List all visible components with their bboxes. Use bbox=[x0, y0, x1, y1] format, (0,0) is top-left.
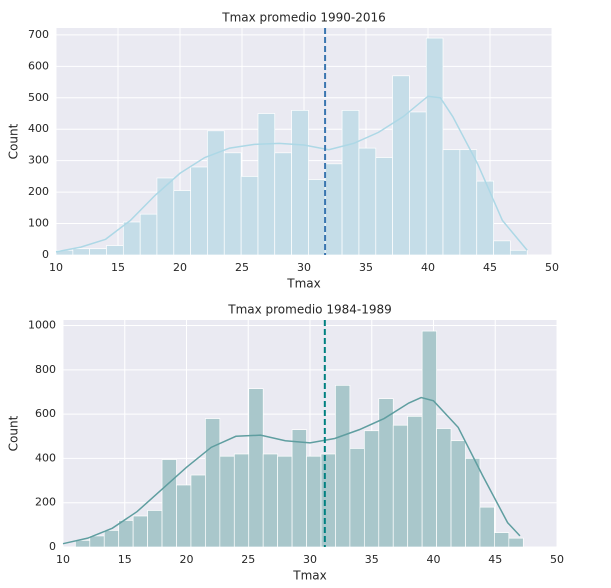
bar bbox=[421, 330, 437, 548]
x-tick-label: 15 bbox=[111, 261, 125, 274]
bar bbox=[425, 37, 444, 256]
bar bbox=[378, 398, 394, 548]
y-tick-label: 700 bbox=[28, 28, 49, 41]
bar bbox=[161, 459, 177, 548]
x-tick-label: 25 bbox=[235, 261, 249, 274]
x-tick-label: 35 bbox=[365, 553, 379, 566]
x-tick-label: 20 bbox=[173, 261, 187, 274]
bar bbox=[118, 520, 134, 548]
bar bbox=[173, 190, 192, 256]
y-axis-label: Count bbox=[7, 415, 21, 451]
bar bbox=[72, 248, 90, 256]
bar bbox=[74, 540, 91, 548]
bar bbox=[335, 384, 351, 548]
x-tick-label: 30 bbox=[303, 553, 317, 566]
x-tick-label: 50 bbox=[550, 553, 564, 566]
y-tick-label: 200 bbox=[35, 496, 56, 509]
bar bbox=[291, 429, 307, 548]
bar bbox=[320, 453, 336, 548]
bar bbox=[205, 418, 221, 548]
bar bbox=[122, 221, 141, 256]
bar bbox=[257, 113, 276, 256]
y-tick-label: 600 bbox=[28, 59, 49, 72]
bar bbox=[291, 110, 309, 256]
bar bbox=[274, 152, 292, 256]
x-tick-label: 50 bbox=[545, 261, 559, 274]
bar bbox=[324, 163, 343, 256]
bar bbox=[156, 177, 175, 256]
x-tick-label: 20 bbox=[180, 553, 194, 566]
bar bbox=[493, 240, 511, 256]
bar bbox=[190, 166, 208, 256]
chart-title: Tmax promedio 1990-2016 bbox=[221, 11, 386, 25]
bar bbox=[89, 535, 105, 548]
bar bbox=[508, 537, 524, 548]
bar bbox=[233, 453, 250, 548]
y-tick-label: 1000 bbox=[28, 319, 56, 332]
x-tick-label: 45 bbox=[488, 553, 502, 566]
bar bbox=[223, 152, 242, 256]
kde-line bbox=[62, 396, 521, 545]
bar bbox=[494, 532, 510, 548]
x-tick-label: 40 bbox=[427, 553, 441, 566]
bar bbox=[240, 176, 259, 256]
bar bbox=[219, 455, 235, 548]
bar bbox=[476, 180, 494, 256]
bar bbox=[176, 484, 192, 548]
bar bbox=[358, 147, 377, 256]
bar bbox=[465, 458, 481, 548]
bar bbox=[132, 515, 148, 548]
y-tick-label: 400 bbox=[28, 122, 49, 135]
bar bbox=[363, 430, 380, 548]
x-tick-label: 25 bbox=[241, 553, 255, 566]
x-tick-label: 45 bbox=[483, 261, 497, 274]
y-axis-label: Count bbox=[7, 123, 21, 159]
x-tick-label: 40 bbox=[421, 261, 435, 274]
bar bbox=[459, 149, 478, 256]
y-tick-label: 100 bbox=[28, 217, 49, 230]
bar bbox=[407, 415, 423, 548]
y-tick-label: 200 bbox=[28, 185, 49, 198]
bar bbox=[103, 530, 120, 548]
bar bbox=[207, 130, 225, 256]
bar bbox=[436, 428, 452, 548]
y-tick-label: 0 bbox=[49, 540, 56, 553]
bar bbox=[349, 448, 365, 548]
bar bbox=[341, 110, 360, 256]
bar bbox=[106, 245, 124, 256]
bar bbox=[392, 424, 409, 548]
bar bbox=[306, 455, 322, 548]
bar bbox=[509, 249, 528, 256]
x-tick-label: 15 bbox=[118, 553, 132, 566]
bar bbox=[308, 179, 326, 256]
bar bbox=[409, 111, 427, 256]
x-axis-label: Tmax bbox=[286, 277, 320, 291]
bar bbox=[375, 157, 393, 256]
bar bbox=[442, 149, 461, 256]
kde-line bbox=[55, 95, 528, 253]
bar bbox=[190, 474, 206, 548]
x-tick-label: 30 bbox=[297, 261, 311, 274]
x-tick-label: 10 bbox=[56, 553, 70, 566]
bar bbox=[89, 248, 107, 256]
bar bbox=[277, 455, 293, 548]
y-tick-label: 300 bbox=[28, 154, 49, 167]
x-tick-label: 10 bbox=[49, 261, 63, 274]
bar bbox=[450, 440, 466, 548]
y-tick-label: 800 bbox=[35, 363, 56, 376]
y-tick-label: 0 bbox=[42, 248, 49, 261]
x-axis-label: Tmax bbox=[292, 569, 326, 583]
chart-title: Tmax promedio 1984-1989 bbox=[227, 303, 392, 317]
y-tick-label: 500 bbox=[28, 91, 49, 104]
bar bbox=[248, 388, 264, 548]
bar bbox=[139, 213, 158, 256]
y-tick-label: 400 bbox=[35, 451, 56, 464]
bar bbox=[147, 510, 163, 548]
y-tick-label: 600 bbox=[35, 407, 56, 420]
bar bbox=[262, 453, 278, 548]
bar bbox=[392, 75, 410, 256]
bar bbox=[479, 506, 495, 548]
x-tick-label: 35 bbox=[359, 261, 373, 274]
